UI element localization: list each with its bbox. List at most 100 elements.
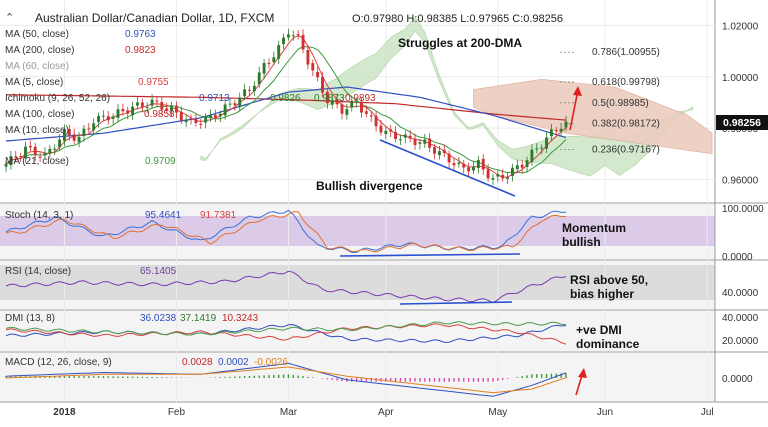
candle-body xyxy=(179,111,183,121)
candle-body xyxy=(515,165,519,170)
candle-body xyxy=(150,99,154,106)
dmi-label: DMI (13, 8) xyxy=(5,313,55,324)
candle-body xyxy=(398,139,402,141)
fib-label: 0.382(0.98172) xyxy=(592,119,660,130)
ichimoku-v3: 0.9873 xyxy=(314,93,345,104)
candle-body xyxy=(4,164,8,167)
time-tick-label: 2018 xyxy=(53,407,76,418)
candle-body xyxy=(554,130,558,132)
candle-body xyxy=(209,114,212,118)
fib-label: 0.5(0.98985) xyxy=(592,98,649,109)
panel-tick-label: 40.0000 xyxy=(722,288,759,299)
candle-body xyxy=(360,102,363,113)
candle-body xyxy=(92,123,96,131)
candles xyxy=(4,28,568,185)
adx-line xyxy=(5,320,567,336)
candle-body xyxy=(540,147,544,149)
candle-body xyxy=(97,115,100,122)
candle-body xyxy=(58,139,62,148)
stoch-k-line xyxy=(5,209,567,253)
candle-body xyxy=(452,163,456,166)
candle-body xyxy=(325,91,329,104)
price-tick-label: 0.96000 xyxy=(722,175,759,186)
ma-b-label: MA (10, close) xyxy=(5,125,69,136)
candle-body xyxy=(145,107,149,109)
candle-body xyxy=(131,106,135,116)
annotation-dmi: +ve DMI dominance xyxy=(576,323,640,351)
candle-body xyxy=(218,113,222,117)
ma50-line xyxy=(5,86,567,142)
ma50-label: MA (50, close) xyxy=(5,29,69,40)
candle-body xyxy=(369,115,373,117)
candle-body xyxy=(189,118,193,120)
candle-body xyxy=(462,163,466,168)
candle-body xyxy=(213,114,217,118)
candle-body xyxy=(165,108,169,110)
ma50-value: 0.9763 xyxy=(125,29,156,40)
candle-body xyxy=(408,135,412,139)
candle-body xyxy=(321,76,324,93)
collapse-icon[interactable]: ⌃ xyxy=(5,12,14,24)
candle-body xyxy=(506,177,510,179)
candle-body xyxy=(340,104,344,114)
divergence-price-line xyxy=(379,139,516,197)
candle-body xyxy=(486,169,490,179)
ma-a-label: MA (100, close) xyxy=(5,109,74,120)
ma-hidden-label: MA (60, close) xyxy=(5,61,69,72)
candle-body xyxy=(559,128,563,132)
header: ⌃ Australian Dollar/Canadian Dollar, 1D,… xyxy=(5,11,563,25)
candle-body xyxy=(403,134,407,138)
ma200-value: 0.9823 xyxy=(125,45,156,56)
dmi-adx-value: 37.1419 xyxy=(180,313,217,324)
ma21-value: 0.9709 xyxy=(145,156,176,167)
panel-tick-label: 0.0000 xyxy=(722,374,753,385)
price-tick-label: 1.00000 xyxy=(722,73,759,84)
candle-body xyxy=(136,102,139,106)
time-tick-label: Apr xyxy=(378,407,394,418)
panel-tick-label: 20.0000 xyxy=(722,336,759,347)
candle-body xyxy=(19,156,23,158)
ichimoku-v4: 0.9893 xyxy=(345,93,376,104)
candle-body xyxy=(82,128,86,136)
macd-signal-line xyxy=(5,366,567,394)
time-tick-label: May xyxy=(488,407,507,418)
candle-body xyxy=(501,174,505,179)
candle-body xyxy=(355,101,359,103)
dmi-pane-bg xyxy=(0,311,715,351)
stoch-label: Stoch (14, 3, 1) xyxy=(5,210,73,221)
candle-body xyxy=(9,156,13,166)
candle-body xyxy=(418,142,422,144)
candle-body xyxy=(413,138,417,146)
candle-body xyxy=(28,145,32,148)
candle-body xyxy=(174,105,178,113)
candle-body xyxy=(496,174,500,177)
annotation-divergence: Bullish divergence xyxy=(316,179,423,193)
panel-tick-label: 40.0000 xyxy=(722,313,759,324)
last-price-tag xyxy=(716,115,768,130)
indicator-panels xyxy=(5,209,567,397)
time-tick-label: Feb xyxy=(168,407,186,418)
macd-label: MACD (12, 26, close, 9) xyxy=(5,357,112,368)
candle-body xyxy=(442,149,446,154)
rsi-line xyxy=(5,270,567,303)
candle-body xyxy=(277,45,281,59)
time-tick-label: Jul xyxy=(701,407,714,418)
candle-body xyxy=(549,129,553,137)
ichimoku-cloud xyxy=(200,17,713,177)
candle-body xyxy=(14,156,18,158)
ma-a-value: 0.9858 xyxy=(144,109,175,120)
candle-body xyxy=(433,147,436,154)
ma200-label: MA (200, close) xyxy=(5,45,74,56)
candle-body xyxy=(389,129,393,132)
candle-body xyxy=(535,148,539,150)
candle-body xyxy=(233,103,237,106)
candle-body xyxy=(316,71,320,78)
candle-body xyxy=(111,116,115,119)
rsi-value: 65.1405 xyxy=(140,266,177,277)
candle-body xyxy=(204,116,208,123)
candle-body xyxy=(306,49,310,65)
candle-body xyxy=(223,104,227,116)
candle-body xyxy=(520,164,524,168)
candle-body xyxy=(510,167,514,176)
